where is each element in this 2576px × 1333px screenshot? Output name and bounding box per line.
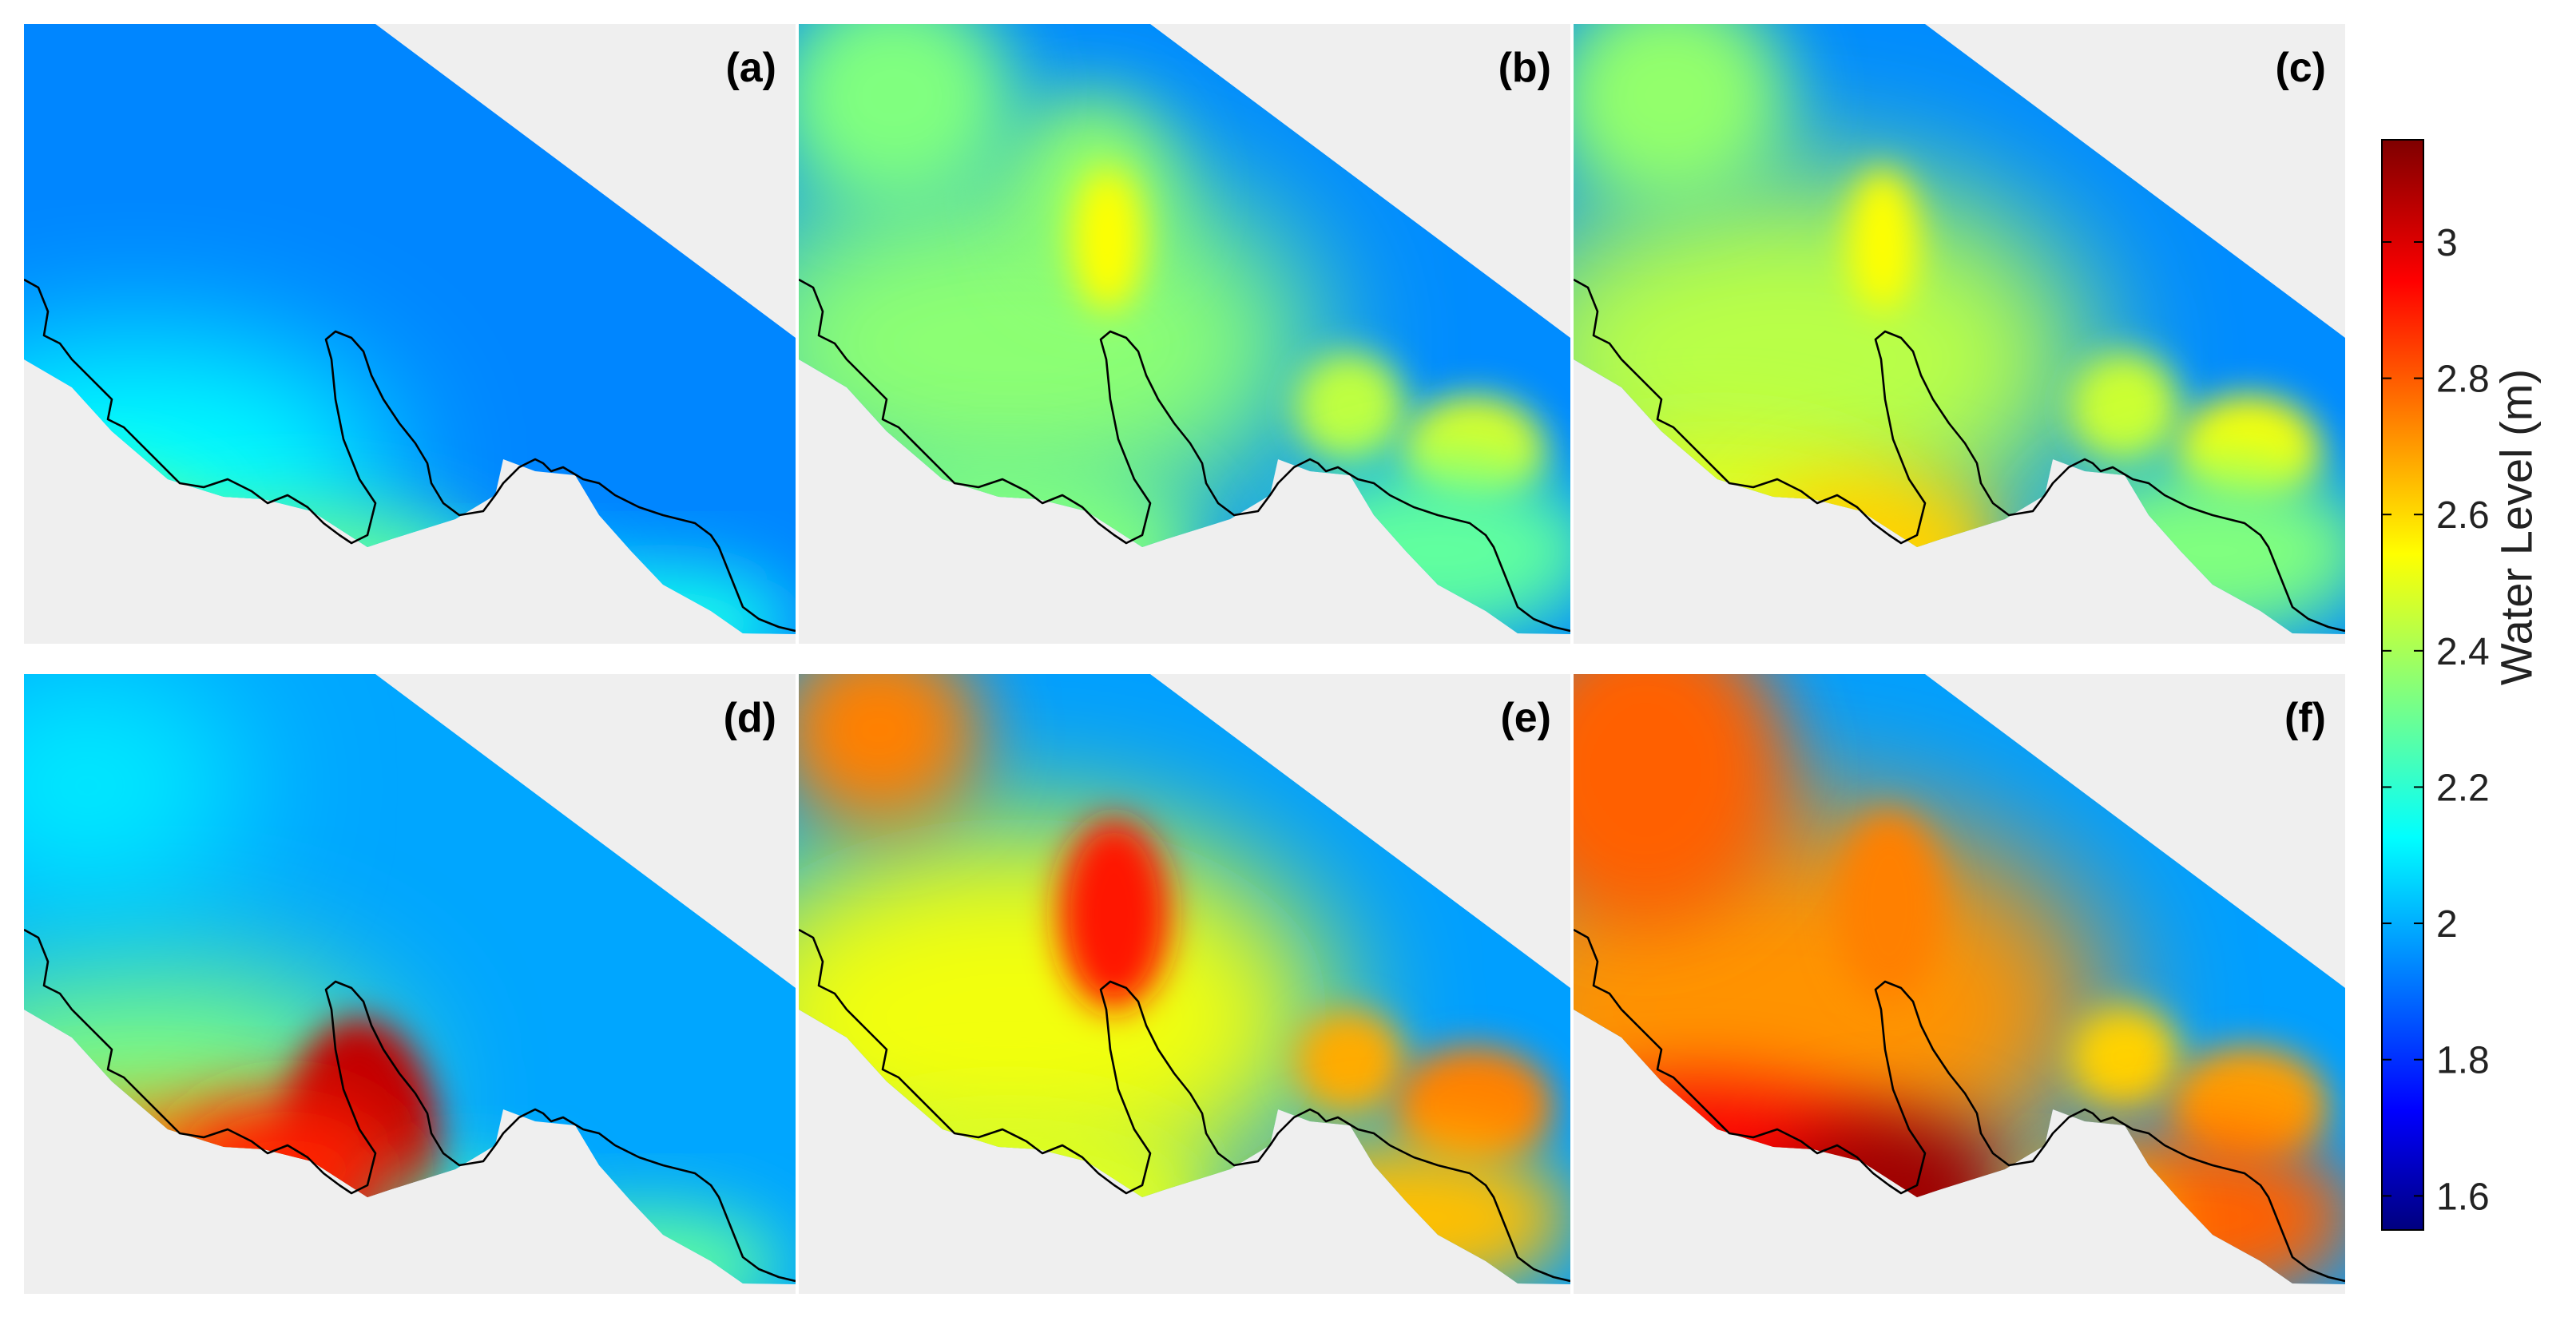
colorbar-tick-label: 2 — [2436, 903, 2458, 946]
coastline — [24, 278, 796, 633]
water-level-region — [1072, 168, 1144, 311]
colorbar-gradient — [2381, 139, 2424, 1231]
colorbar-tick-label: 2.2 — [2436, 767, 2490, 809]
coastline — [799, 928, 1570, 1283]
colorbar-tick-label: 2.6 — [2436, 494, 2490, 537]
map-panel: (c) — [1574, 24, 2345, 644]
map-panel: (e) — [799, 674, 1570, 1294]
water-level-region — [1058, 818, 1170, 1010]
water-level-region — [1574, 24, 1789, 208]
map-panel: (a) — [24, 24, 796, 644]
coastline — [24, 928, 796, 1283]
colorbar-tick-label: 1.6 — [2436, 1176, 2490, 1218]
water-level-region — [1833, 810, 1945, 1002]
water-level-region — [1294, 1010, 1406, 1113]
panel-label: (a) — [725, 45, 776, 91]
water-level-region — [1294, 351, 1406, 463]
map-panel: (b) — [799, 24, 1570, 644]
panel-label: (f) — [2284, 695, 2326, 741]
coastline — [799, 278, 1570, 633]
panel-label: (e) — [1500, 695, 1551, 741]
water-level-region — [1394, 1045, 1554, 1165]
colorbar-label: Water Level (m) — [2491, 368, 2542, 686]
map-panel: (f) — [1574, 674, 2345, 1294]
water-level-region — [2069, 1006, 2181, 1109]
map-panel: (d) — [24, 674, 796, 1294]
colorbar-tick-label: 1.8 — [2436, 1040, 2490, 1082]
panel-label: (b) — [1498, 45, 1551, 91]
water-level-region — [1574, 674, 1789, 930]
panel-label: (c) — [2275, 45, 2326, 91]
panel-label: (d) — [724, 695, 776, 741]
colorbar-tick-label: 2.8 — [2436, 359, 2490, 401]
water-level-region — [1847, 168, 1919, 311]
water-level-region — [24, 674, 248, 906]
map-panels: (a) (b) (c) (d) (e) (f) — [24, 24, 2345, 1294]
colorbar: 1.6 1.8 2 2.2 2.4 2.6 2.8 3 — [2381, 139, 2490, 1231]
coastline — [1574, 278, 2345, 633]
water-level-region — [2069, 351, 2181, 463]
water-level-region — [799, 674, 982, 826]
colorbar-tick-label: 3 — [2436, 222, 2458, 264]
water-level-region — [799, 24, 1014, 208]
colorbar-tick-label: 2.4 — [2436, 631, 2490, 673]
coastline — [1574, 928, 2345, 1283]
